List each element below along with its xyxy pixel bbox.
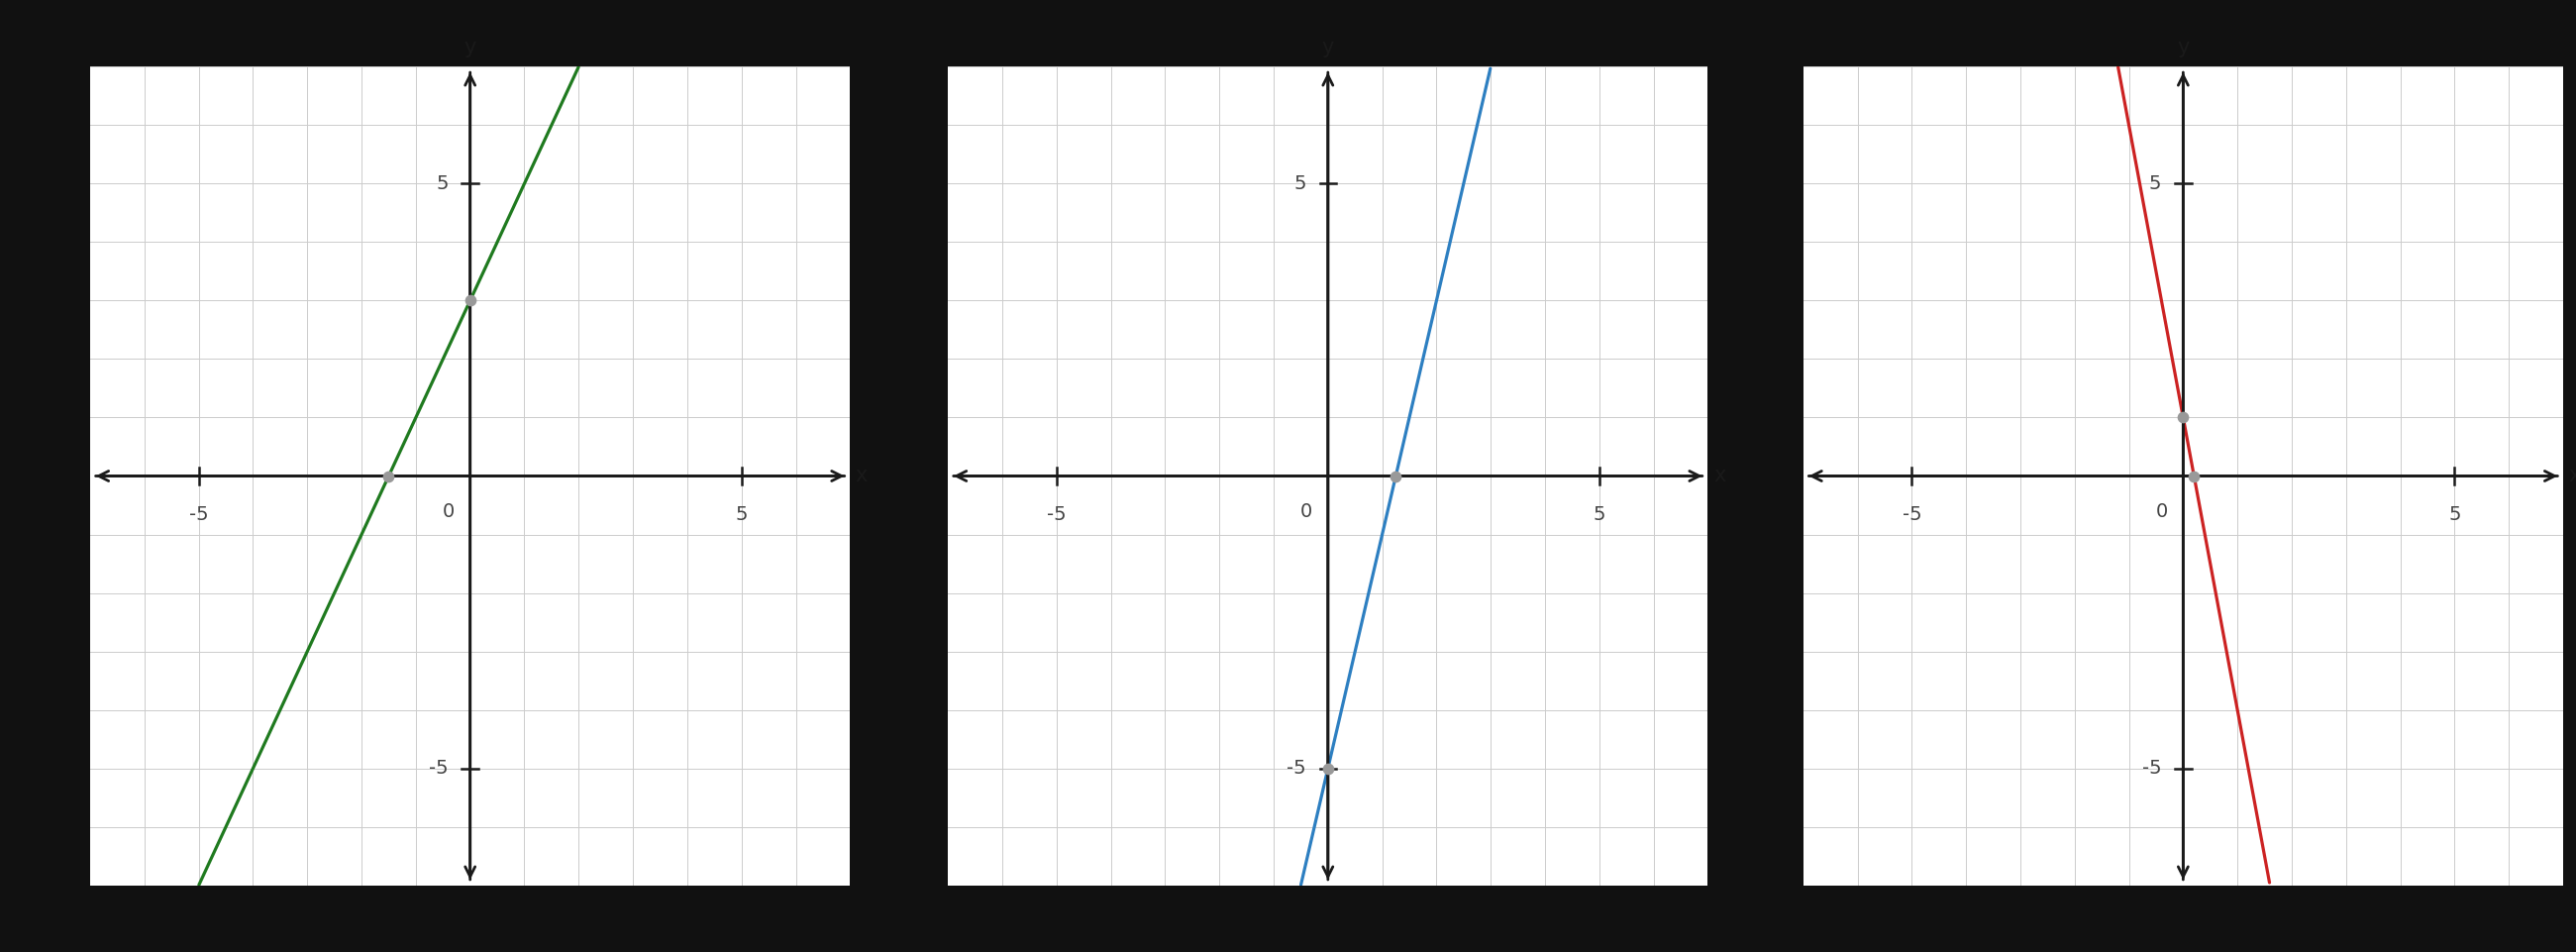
Text: y: y [1321, 38, 1334, 58]
Text: -5: -5 [1046, 506, 1066, 524]
Text: 5: 5 [2447, 506, 2460, 524]
Text: 5: 5 [1293, 174, 1306, 193]
Text: -5: -5 [188, 506, 209, 524]
Text: 5: 5 [2148, 174, 2161, 193]
Point [1309, 761, 1350, 776]
Text: -5: -5 [2143, 759, 2161, 778]
Point [2161, 410, 2202, 426]
Text: -5: -5 [1901, 506, 1922, 524]
Text: x: x [1713, 466, 1726, 486]
Text: 0: 0 [1301, 503, 1314, 521]
Point [2174, 468, 2215, 484]
Text: y: y [464, 38, 477, 58]
Text: x: x [855, 466, 868, 486]
Text: -5: -5 [430, 759, 448, 778]
Text: y: y [2177, 38, 2190, 58]
Text: 0: 0 [2156, 503, 2169, 521]
Point [1376, 468, 1417, 484]
Text: 0: 0 [443, 503, 456, 521]
Point [368, 468, 410, 484]
Point [448, 293, 489, 308]
Text: 5: 5 [1592, 506, 1605, 524]
Text: 5: 5 [734, 506, 747, 524]
Text: x: x [2568, 466, 2576, 486]
Text: 5: 5 [435, 174, 448, 193]
Text: -5: -5 [1288, 759, 1306, 778]
